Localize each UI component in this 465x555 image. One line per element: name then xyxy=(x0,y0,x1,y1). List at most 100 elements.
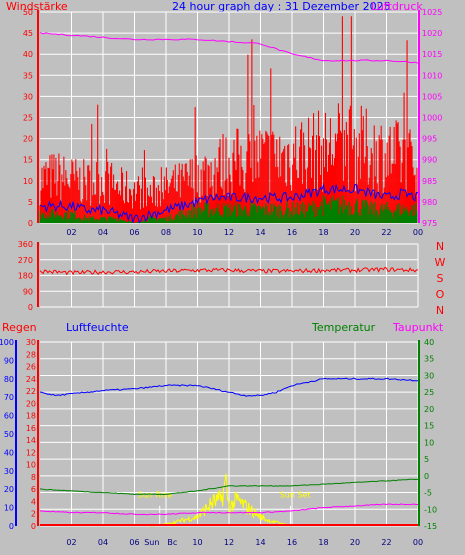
y-tick-label: 995 xyxy=(422,135,437,144)
x-tick-label: 14 xyxy=(255,228,265,236)
y-tick-label: 180 xyxy=(18,272,33,281)
y-tick-label: 40 xyxy=(424,338,434,347)
y-tick-label: 12 xyxy=(26,448,36,457)
y-tick-label: 30 xyxy=(4,467,14,476)
y-tick-label: 26 xyxy=(26,363,36,372)
x-tick-label: 18 xyxy=(318,538,328,547)
x-tick-label: 20 xyxy=(350,538,360,547)
x-tick-label: 22 xyxy=(381,538,391,547)
y-tick-label: 28 xyxy=(26,350,36,359)
x-tick-label: 16 xyxy=(287,538,297,547)
y-tick-label: 20 xyxy=(23,135,33,144)
x-tick-label: 04 xyxy=(98,538,108,547)
compass-label: N xyxy=(436,304,444,316)
x-tick-label: 08 xyxy=(161,228,171,236)
pressure-label: Luftdruck xyxy=(371,0,423,13)
y-tick-label: 5 xyxy=(28,198,33,207)
y-tick-label: 22 xyxy=(26,387,36,396)
compass-label: W xyxy=(435,256,446,269)
y-tick-label: 0 xyxy=(424,472,429,481)
x-tick-label: 10 xyxy=(192,228,202,236)
x-tick-label: 02 xyxy=(66,228,76,236)
y-tick-label: 10 xyxy=(26,461,36,470)
y-tick-label: 1000 xyxy=(422,114,442,123)
pressure-line xyxy=(39,32,419,64)
wind-label: Windstärke xyxy=(6,0,68,13)
wind-direction-line xyxy=(39,266,419,276)
y-tick-label: 40 xyxy=(4,448,14,457)
y-tick-label: 90 xyxy=(4,356,14,365)
x-tick-label: 12 xyxy=(224,538,234,547)
y-tick-label: -5 xyxy=(424,489,432,498)
y-tick-label: 90 xyxy=(23,287,33,296)
x-tick-label: 00 xyxy=(413,228,423,236)
y-tick-label: 100 xyxy=(0,338,14,347)
compass-label: N xyxy=(436,240,444,253)
y-tick-label: 35 xyxy=(23,71,33,80)
compass-label: O xyxy=(436,288,445,301)
rain-label: Regen xyxy=(2,321,37,334)
x-tick-label: 16 xyxy=(287,228,297,236)
x-tick-label: 18 xyxy=(318,228,328,236)
sun-bar-label: Sun xyxy=(144,538,159,547)
y-tick-label: 70 xyxy=(4,393,14,402)
humidity-line xyxy=(39,377,419,397)
y-tick-label: 1010 xyxy=(422,71,442,80)
y-tick-label: 45 xyxy=(23,29,33,38)
humidity-label: Luftfeuchte xyxy=(66,321,129,334)
temperature-line xyxy=(40,478,419,496)
y-tick-label: 25 xyxy=(424,388,434,397)
y-tick-label: 270 xyxy=(18,256,33,265)
x-tick-label: 06 xyxy=(129,538,139,547)
y-tick-label: 4 xyxy=(31,497,36,506)
dewpoint-line xyxy=(39,503,418,516)
page-title: 24 hour graph day : 31 Dezember 2025 xyxy=(172,0,391,13)
y-tick-label: 2 xyxy=(31,510,36,519)
y-tick-label: -10 xyxy=(424,505,437,514)
y-tick-label: 6 xyxy=(31,485,36,494)
y-tick-label: 25 xyxy=(23,114,33,123)
y-tick-label: 24 xyxy=(26,375,36,384)
y-tick-label: 0 xyxy=(9,522,14,531)
humidity-temperature-chart: -15-10-505101520253035400102030405060708… xyxy=(0,338,437,547)
x-tick-label: 06 xyxy=(129,228,139,236)
x-tick-label: 20 xyxy=(350,228,360,236)
y-tick-label: 40 xyxy=(23,50,33,59)
y-tick-label: 15 xyxy=(424,422,434,431)
y-tick-label: 50 xyxy=(4,430,14,439)
y-tick-label: 35 xyxy=(424,355,434,364)
y-tick-label: 975 xyxy=(422,219,437,228)
y-tick-label: 1025 xyxy=(422,8,442,17)
dewpoint-label: Taupunkt xyxy=(393,321,444,334)
sunset-label: Sun Set xyxy=(280,490,311,499)
y-tick-label: 1015 xyxy=(422,50,442,59)
compass-label: S xyxy=(437,272,444,285)
x-tick-label: 00 xyxy=(413,538,423,547)
y-tick-label: 30 xyxy=(23,92,33,101)
wind-average-line xyxy=(39,183,419,224)
y-tick-label: 360 xyxy=(18,240,33,249)
wind-pressure-chart: 0510152025303540455097598098599099510001… xyxy=(23,8,443,236)
y-tick-label: 30 xyxy=(26,338,36,347)
y-tick-label: 10 xyxy=(4,504,14,513)
y-tick-label: 10 xyxy=(424,438,434,447)
y-tick-label: 18 xyxy=(26,412,36,421)
y-tick-label: 8 xyxy=(31,473,36,482)
x-tick-label: 02 xyxy=(66,538,76,547)
x-tick-label: 22 xyxy=(381,228,391,236)
y-tick-label: 20 xyxy=(26,399,36,408)
x-tick-label: 12 xyxy=(224,228,234,236)
y-tick-label: 20 xyxy=(4,485,14,494)
y-tick-label: 20 xyxy=(424,405,434,414)
sun-tag-label: Bc xyxy=(167,538,177,547)
y-tick-label: 50 xyxy=(23,8,33,17)
y-tick-label: 5 xyxy=(424,455,429,464)
x-tick-label: 10 xyxy=(192,538,202,547)
y-tick-label: 60 xyxy=(4,412,14,421)
y-tick-label: 16 xyxy=(26,424,36,433)
sun-line xyxy=(150,473,293,527)
sunrise-label: Sun Rise xyxy=(138,490,173,499)
y-tick-label: 80 xyxy=(4,375,14,384)
